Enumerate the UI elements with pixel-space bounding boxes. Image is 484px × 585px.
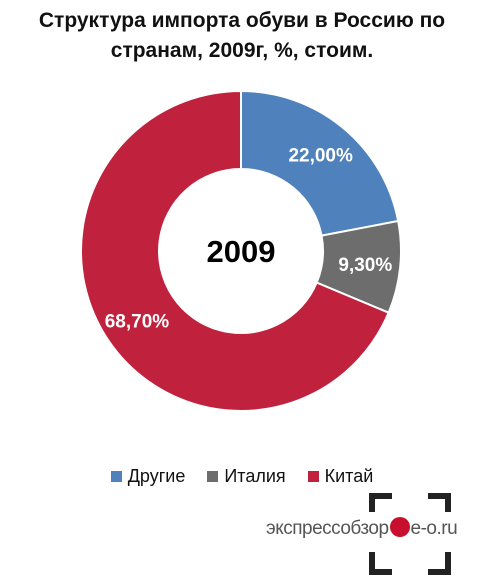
chart-title-line-2: странам, 2009г, %, стоим. (110, 39, 374, 62)
slice-china (80, 89, 390, 412)
legend-swatch-italy (207, 471, 219, 482)
chart-title-line-1: Структура импорта обуви в Россию по (38, 9, 446, 32)
legend-item-italy: Италия (207, 466, 286, 487)
watermark-logo: экспрессобзор e-o.ru (266, 492, 480, 576)
legend-swatch-other (110, 471, 122, 482)
watermark-right-text: e-o.ru (410, 518, 458, 539)
watermark-dot-icon (389, 517, 410, 537)
legend-label-italy: Италия (224, 466, 286, 486)
watermark-frame-icon (369, 493, 451, 575)
legend-item-china: Китай (307, 466, 374, 487)
slice-other-data-label: 22,00% (288, 146, 353, 167)
slice-italy-data-label: 9,30% (338, 255, 392, 276)
legend-swatch-china (307, 471, 319, 482)
legend-item-other: Другие (110, 466, 186, 487)
legend-label-other: Другие (127, 466, 186, 486)
slice-other (240, 89, 400, 237)
chart-title: Структура импорта обуви в Россию по стра… (0, 6, 484, 66)
donut-center-label: 2009 (207, 234, 276, 269)
watermark-left-text: экспрессобзор (266, 518, 389, 539)
legend-label-china: Китай (324, 466, 374, 486)
slice-china-data-label: 68,70% (105, 311, 170, 332)
watermark-text: экспрессобзор e-o.ru (266, 517, 458, 540)
chart-legend: Другие Италия Китай (0, 466, 484, 487)
